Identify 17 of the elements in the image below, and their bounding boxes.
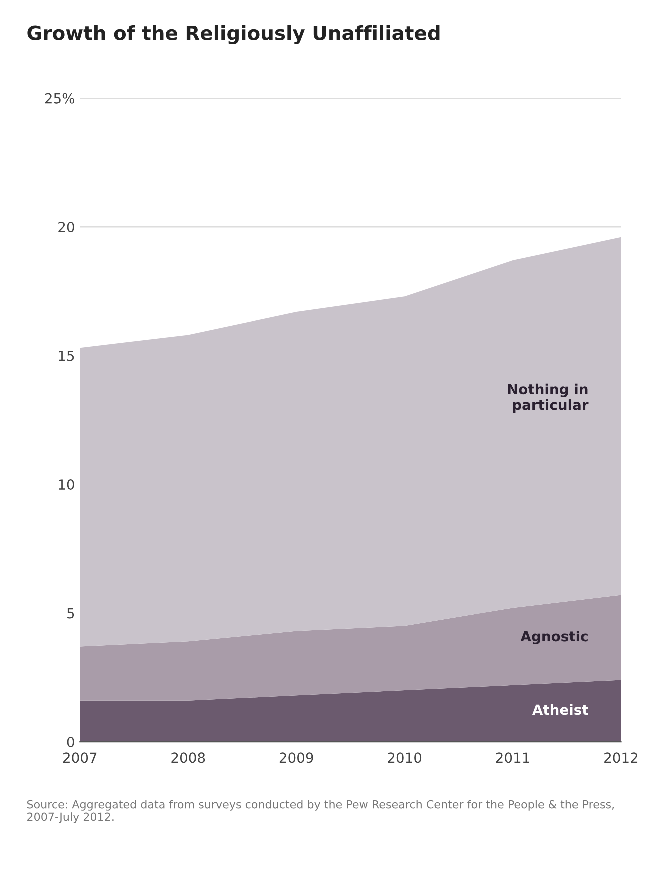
x-tick-label: 2008 [172, 752, 206, 764]
x-tick-label: 2009 [280, 752, 314, 764]
series-label: Agnostic [520, 630, 588, 645]
y-tick-label: 25% [45, 93, 75, 104]
y-tick-label: 5 [68, 608, 74, 619]
y-tick-label: 10 [59, 480, 74, 490]
y-tick-label: 0 [67, 736, 74, 748]
x-tick-label: 2010 [388, 752, 422, 764]
source-note: Source: Aggregated data from surveys conducted by the Pew Research Center for the People & the Press, 2007-July 2012. [27, 800, 614, 824]
x-tick-label: 2007 [64, 752, 97, 764]
x-tick-label: 2012 [604, 752, 638, 764]
series-label: Atheist [532, 704, 588, 716]
x-tick-label: 2011 [496, 752, 530, 764]
series-label: Nothing in particular [508, 384, 589, 413]
y-tick-label: 20 [58, 222, 74, 233]
y-tick-label: 15 [59, 350, 74, 362]
chart-title: Growth of the Religiously Unaffiliated [28, 25, 440, 44]
